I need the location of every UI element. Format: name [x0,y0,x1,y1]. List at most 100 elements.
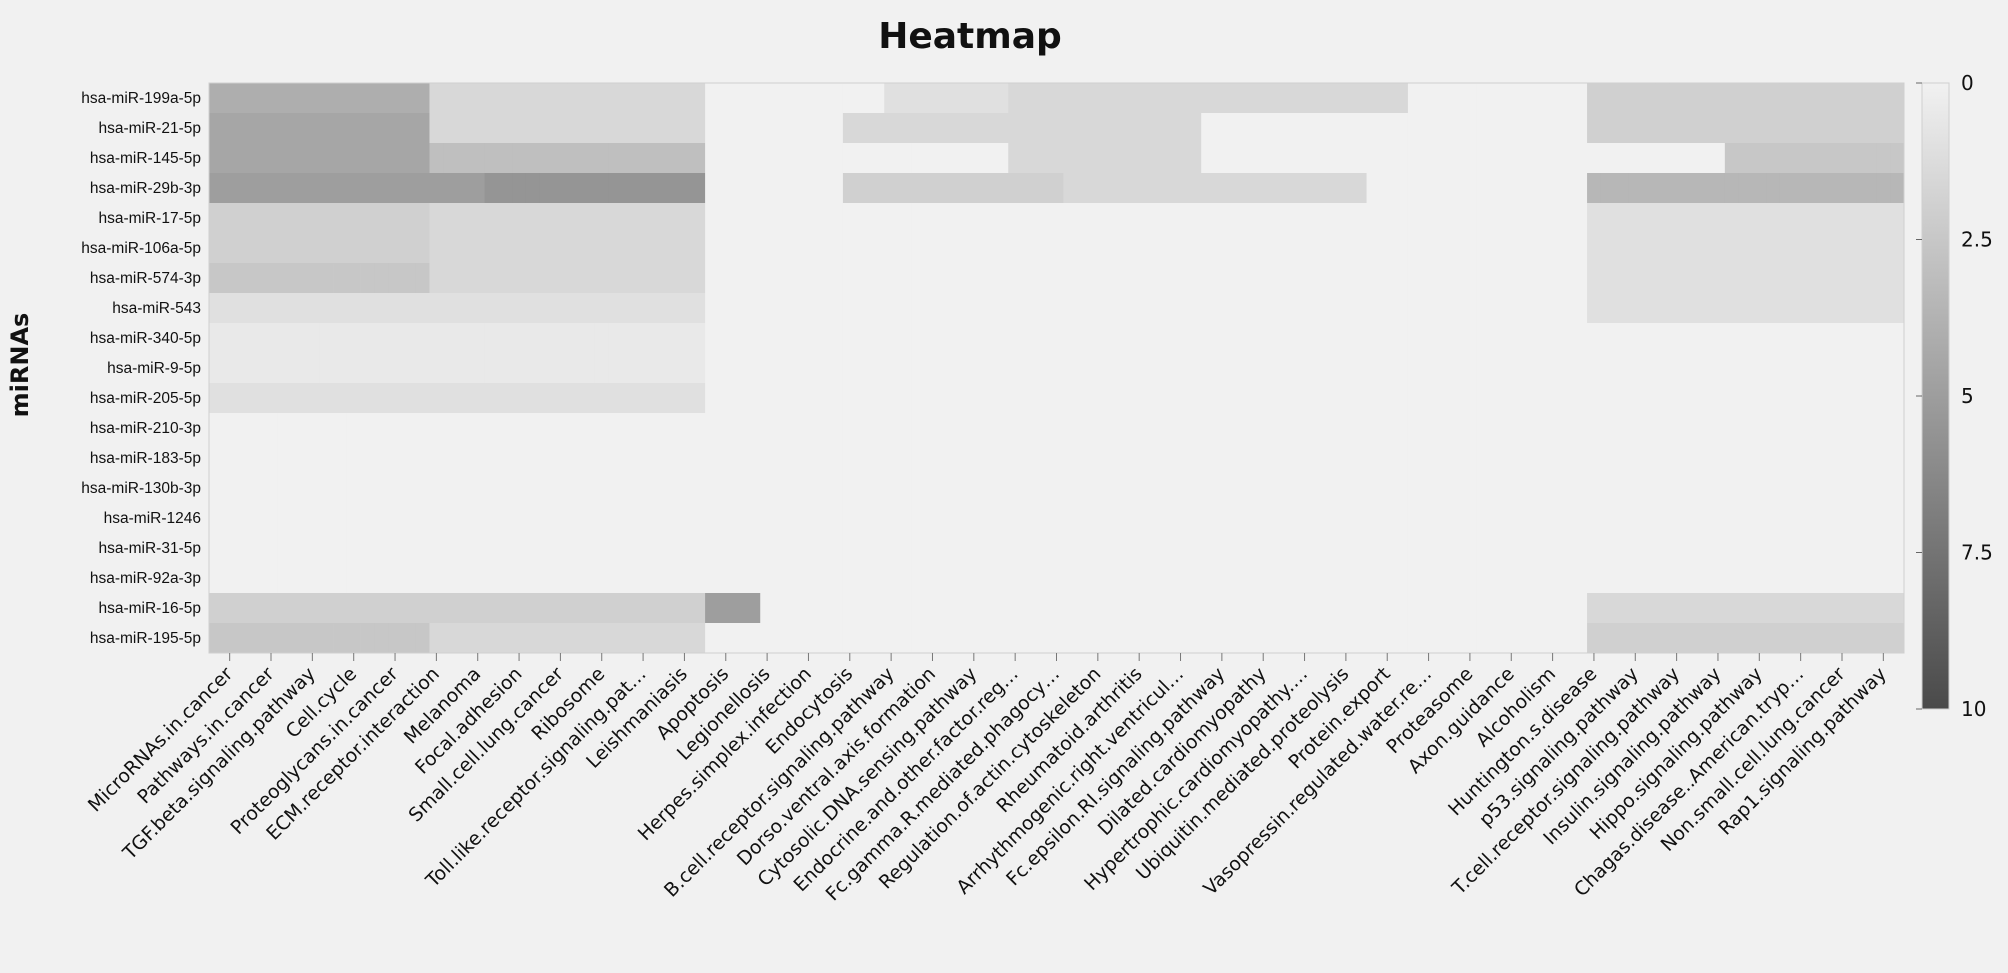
heatmap-cell [236,353,251,384]
heatmap-cell [470,353,486,384]
heatmap-cell [870,473,885,504]
heatmap-cell [415,203,430,234]
heatmap-cell [1463,473,1478,504]
heatmap-cell [911,443,926,474]
heatmap-cell [319,263,334,294]
heatmap-cell [1022,143,1037,174]
heatmap-cell [525,443,541,474]
heatmap-cell [1752,203,1767,234]
heatmap-cell [1187,233,1202,264]
heatmap-cell [291,413,306,444]
heatmap-cell [856,173,871,204]
heatmap-cell [581,503,596,534]
heatmap-cell [1614,143,1629,174]
heatmap-cell [980,353,995,384]
heatmap-cell [319,83,334,114]
heatmap-cell [1104,263,1119,294]
heatmap-cell [1628,203,1643,234]
heatmap-cell [608,383,623,414]
heatmap-cell [457,173,472,204]
heatmap-cell [1545,293,1560,324]
heatmap-cell [815,623,830,654]
heatmap-cell [774,233,789,264]
heatmap-cell [1890,323,1905,354]
heatmap-cell [1642,503,1657,534]
heatmap-cell [401,323,417,354]
heatmap-cell [1311,173,1326,204]
heatmap-cell [760,563,775,594]
heatmap-cell [1848,533,1864,564]
heatmap-cell [953,143,968,174]
heatmap-cell [1187,443,1202,474]
heatmap-cell [636,353,651,384]
heatmap-cell [787,203,802,234]
heatmap-cell [1463,323,1478,354]
heatmap-cell [222,413,237,444]
heatmap-cell [1738,113,1753,144]
heatmap-cell [1711,503,1726,534]
heatmap-cell [760,383,775,414]
heatmap-cell [1752,473,1767,504]
heatmap-cell [622,563,637,594]
heatmap-cell [1545,623,1560,654]
heatmap-cell [1008,83,1023,114]
heatmap-cell [1573,383,1588,414]
heatmap-cell [870,113,885,144]
heatmap-cell [1463,503,1478,534]
heatmap-cell [1600,473,1616,504]
heatmap-cell [649,353,665,384]
heatmap-cell [1614,383,1629,414]
heatmap-cell [594,503,610,534]
heatmap-cell [994,143,1009,174]
heatmap-cell [1628,143,1643,174]
heatmap-cell [1711,593,1726,624]
heatmap-cell [1518,563,1533,594]
heatmap-cell [677,563,692,594]
heatmap-cell [1738,323,1753,354]
heatmap-cell [1352,173,1367,204]
heatmap-cell [705,473,720,504]
heatmap-cell [774,323,789,354]
heatmap-cell [1407,593,1423,624]
heatmap-cell [925,83,940,114]
heatmap-cell [953,413,968,444]
heatmap-cell [1132,143,1147,174]
heatmap-cell [1339,353,1354,384]
heatmap-cell [1159,323,1175,354]
heatmap-cell [388,503,403,534]
heatmap-cell [1022,113,1037,144]
heatmap-cell [1394,593,1409,624]
heatmap-cell [884,443,899,474]
heatmap-cell [1724,593,1740,624]
heatmap-cell [1890,443,1905,474]
heatmap-cell [1339,563,1354,594]
heatmap-cell [746,143,761,174]
heatmap-cell [884,353,899,384]
heatmap-cell [966,323,982,354]
heatmap-cell [953,263,968,294]
heatmap-cell [1752,623,1767,654]
heatmap-cell [539,443,554,474]
heatmap-cell [1228,563,1243,594]
heatmap-cell [1821,233,1836,264]
heatmap-cell [884,503,899,534]
heatmap-cell [1518,443,1533,474]
heatmap-cell [1325,623,1340,654]
heatmap-cell [1697,593,1712,624]
heatmap-cell [1352,263,1367,294]
heatmap-cell [1214,323,1230,354]
heatmap-cell [1504,323,1519,354]
heatmap-cell [1669,533,1684,564]
heatmap-cell [443,503,458,534]
heatmap-cell [1655,503,1671,534]
heatmap-cell [1077,353,1092,384]
heatmap-cell [581,593,596,624]
heatmap-cell [1683,353,1698,384]
heatmap-cell [829,83,844,114]
heatmap-cell [470,323,486,354]
heatmap-cell [512,113,527,144]
heatmap-cell [1683,413,1698,444]
row-label: hsa-miR-130b-3p [81,480,201,497]
heatmap-cell [525,533,541,564]
heatmap-cell [636,83,651,114]
